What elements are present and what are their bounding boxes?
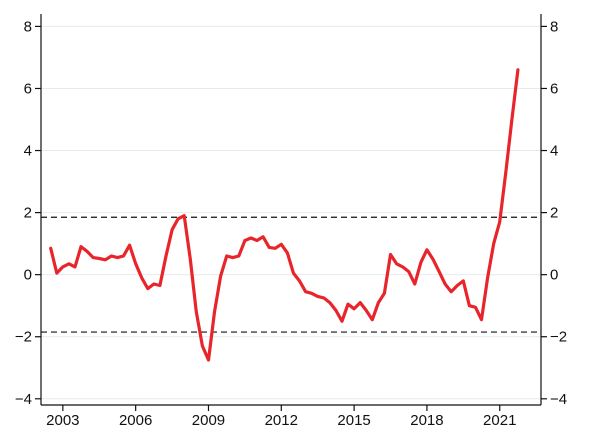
y-tick-label-right: 4 (550, 143, 558, 160)
gridlines (41, 25, 541, 400)
x-tick-label: 2018 (410, 412, 443, 429)
y-tick-label-right: −2 (550, 329, 567, 346)
y-tick-label-left: 6 (24, 80, 32, 97)
y-tick-label-right: −4 (550, 391, 567, 408)
axes (35, 14, 547, 411)
x-tick-label: 2009 (192, 412, 225, 429)
y-tick-label-right: 6 (550, 80, 558, 97)
x-tick-label: 2021 (483, 412, 516, 429)
reference-lines (41, 216, 537, 333)
x-tick-label: 2015 (337, 412, 370, 429)
series-layer (49, 68, 520, 362)
y-tick-label-right: 2 (550, 205, 558, 222)
y-tick-label-left: 8 (24, 18, 32, 35)
y-tick-label-left: 2 (24, 205, 32, 222)
y-tick-label-right: 8 (550, 18, 558, 35)
y-tick-label-left: −2 (15, 329, 32, 346)
tick-labels: −4 −4 −2 −2 0 0 2 2 4 4 6 6 8 8 2003 2006 2009 2012 2015 20… (15, 18, 567, 429)
y-tick-label-left: −4 (15, 391, 32, 408)
x-tick-label: 2006 (119, 412, 152, 429)
y-tick-label-left: 4 (24, 143, 32, 160)
x-tick-label: 2003 (46, 412, 79, 429)
x-tick-label: 2012 (265, 412, 298, 429)
series-line (49, 68, 520, 362)
y-tick-label-left: 0 (24, 267, 32, 284)
y-tick-label-right: 0 (550, 267, 558, 284)
